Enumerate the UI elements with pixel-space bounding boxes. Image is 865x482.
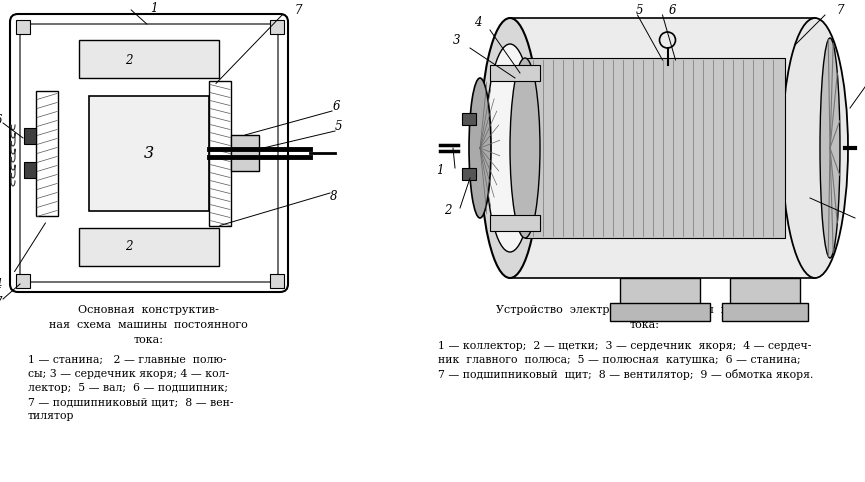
Bar (490, 65, 540, 81)
Text: 7: 7 (0, 295, 2, 308)
Bar (79, 228, 219, 266)
Bar (209, 80, 231, 226)
Bar (24, 128, 36, 144)
Text: 3: 3 (453, 35, 461, 48)
Text: 1: 1 (151, 1, 157, 14)
Bar (89, 95, 209, 211)
Text: ник  главного  полюса;  5 — полюсная  катушка;  6 — станина;: ник главного полюса; 5 — полюсная катушк… (438, 355, 801, 365)
Bar (462, 168, 476, 180)
Text: лектор;  5 — вал;  6 — подшипник;: лектор; 5 — вал; 6 — подшипник; (28, 383, 228, 393)
Bar (231, 135, 259, 171)
Text: 2: 2 (125, 54, 132, 67)
Text: 7: 7 (836, 4, 843, 17)
Text: 2: 2 (125, 240, 132, 253)
Bar (462, 113, 476, 125)
Ellipse shape (820, 38, 840, 258)
Bar (620, 278, 700, 306)
Text: Устройство  электрической  машины  постоянного
тока:: Устройство электрической машины постоянн… (496, 305, 794, 330)
Text: 7: 7 (294, 3, 302, 16)
Ellipse shape (782, 18, 848, 278)
Text: 1 — коллектор;  2 — щетки;  3 — сердечник  якоря;  4 — сердеч-: 1 — коллектор; 2 — щетки; 3 — сердечник … (438, 341, 811, 351)
Bar (610, 303, 710, 321)
Text: 8: 8 (330, 190, 337, 203)
Text: 5: 5 (636, 4, 644, 17)
Text: 6: 6 (0, 115, 2, 128)
Text: 7 — подшипниковый щит;  8 — вен-: 7 — подшипниковый щит; 8 — вен- (28, 397, 234, 407)
Polygon shape (525, 58, 785, 238)
Text: Основная  конструктив-
ная  схема  машины  постоянного
тока:: Основная конструктив- ная схема машины п… (48, 305, 247, 345)
Text: 4: 4 (0, 278, 2, 291)
Text: 2: 2 (445, 203, 452, 216)
Ellipse shape (510, 58, 540, 238)
Ellipse shape (469, 78, 491, 218)
Ellipse shape (480, 18, 541, 278)
Text: 7 — подшипниковый  щит;  8 — вентилятор;  9 — обмотка якоря.: 7 — подшипниковый щит; 8 — вентилятор; 9… (438, 369, 813, 380)
Bar (79, 40, 219, 78)
Bar (24, 162, 36, 178)
Bar (16, 20, 30, 34)
Bar (270, 20, 284, 34)
Bar (730, 278, 800, 306)
Text: 1: 1 (436, 163, 444, 176)
Bar (16, 274, 30, 288)
Bar (270, 274, 284, 288)
Bar (490, 215, 540, 231)
Text: 6: 6 (669, 4, 676, 17)
Bar (36, 91, 58, 215)
Text: 3: 3 (144, 145, 154, 161)
Ellipse shape (485, 44, 535, 252)
Text: 5: 5 (334, 120, 342, 134)
FancyBboxPatch shape (10, 14, 288, 292)
Text: 6: 6 (332, 101, 340, 113)
Text: сы; 3 — сердечник якоря; 4 — кол-: сы; 3 — сердечник якоря; 4 — кол- (28, 369, 229, 379)
Text: тилятор: тилятор (28, 411, 74, 421)
Text: 4: 4 (474, 16, 482, 29)
Text: 1 — станина;   2 — главные  полю-: 1 — станина; 2 — главные полю- (28, 355, 227, 365)
Polygon shape (510, 18, 815, 278)
Bar (722, 303, 808, 321)
FancyBboxPatch shape (437, 7, 858, 293)
